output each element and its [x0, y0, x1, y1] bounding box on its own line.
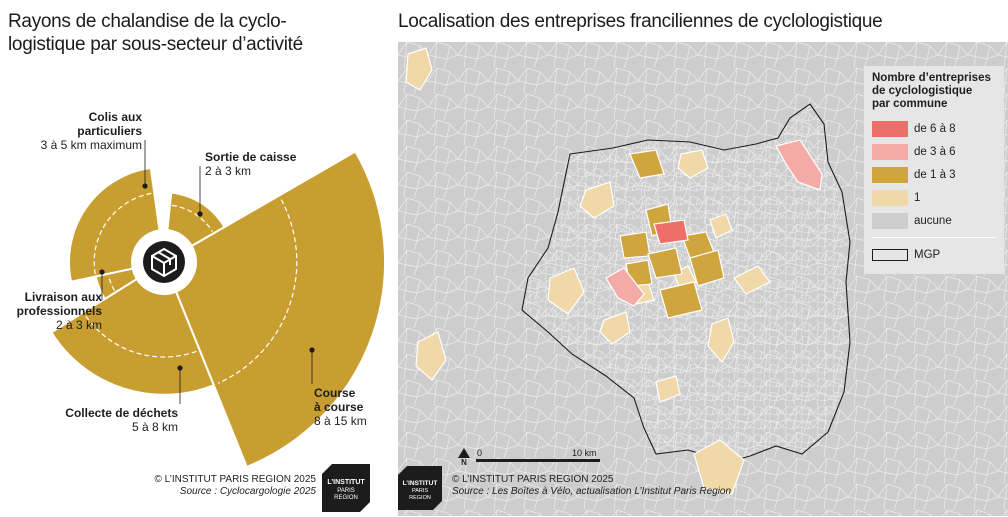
svg-text:REGION: REGION [409, 495, 431, 501]
commune-map [398, 42, 1008, 516]
segment-label-livraison-pros: Livraison aux professionnels 2 à 3 km [16, 290, 102, 332]
pointer-dot [142, 183, 148, 189]
svg-text:PARIS: PARIS [337, 488, 355, 494]
legend-item-1: 1 [872, 186, 996, 209]
map-credit: © L’INSTITUT PARIS REGION 2025 Source : … [452, 474, 732, 497]
mgp-boundary [521, 103, 851, 463]
left-credit: © L’INSTITUT PARIS REGION 2025 Source : … [154, 474, 317, 497]
segment-label-colis: Colis aux particuliers 3 à 5 km maximum [40, 110, 142, 152]
pointer-dot [99, 269, 105, 275]
segment-label-collecte-dechets: Collecte de déchets 5 à 8 km [65, 406, 178, 434]
min-range-arc [171, 204, 214, 233]
map-legend: Nombre d’entreprises de cyclologistique … [864, 66, 1004, 274]
communes-one-company [405, 47, 771, 495]
pointer-dot [309, 347, 315, 353]
legend-swatch [872, 143, 908, 160]
legend-divider [872, 237, 996, 238]
legend-item-6-8: de 6 à 8 [872, 117, 996, 140]
svg-text:REGION: REGION [334, 495, 358, 501]
diagram-wedges [50, 150, 386, 469]
institut-logo-map: L’INSTITUT PARIS REGION [398, 466, 442, 515]
min-range-arc [217, 199, 298, 384]
legend-swatch [872, 212, 908, 229]
legend-swatch [872, 248, 908, 261]
scale-bar: N 0 10 km [456, 448, 616, 471]
legend-item-1-3: de 1 à 3 [872, 163, 996, 186]
svg-text:0: 0 [477, 448, 482, 458]
pointer-dot [197, 211, 203, 217]
diagram-pointers [99, 140, 315, 404]
map-panel: Nombre d’entreprises de cyclologistique … [398, 42, 1008, 516]
catchment-radius-diagram [50, 140, 386, 469]
communes-6-to-8 [653, 219, 689, 245]
wedge-collecte-de-d-chets [50, 277, 216, 396]
svg-text:L’INSTITUT: L’INSTITUT [403, 480, 438, 487]
map-title: Localisation des entreprises francilienn… [398, 11, 883, 32]
pointer-dot [177, 365, 183, 371]
legend-item-none: aucune [872, 209, 996, 232]
north-arrow-icon: N [458, 448, 470, 467]
segment-label-sortie-caisse: Sortie de caisse 2 à 3 km [205, 150, 297, 178]
legend-swatch [872, 120, 908, 137]
legend-swatch [872, 166, 908, 183]
package-icon [143, 241, 185, 283]
institut-logo: L’INSTITUT PARIS REGION [322, 464, 370, 517]
svg-text:10 km: 10 km [572, 448, 597, 458]
svg-text:N: N [461, 458, 467, 466]
communes-3-to-6 [605, 139, 823, 307]
segment-label-course-a-course: Course à course 8 à 15 km [314, 386, 367, 428]
legend-item-3-6: de 3 à 6 [872, 140, 996, 163]
legend-title: Nombre d’entreprises de cyclologistique … [872, 72, 991, 110]
min-range-arc [107, 275, 115, 291]
communes-1-to-3 [619, 149, 725, 319]
svg-text:L’INSTITUT: L’INSTITUT [327, 479, 365, 486]
legend-item-mgp: MGP [872, 243, 996, 266]
svg-text:PARIS: PARIS [412, 488, 428, 494]
diagram-title: Rayons de chalandise de la cyclo- logist… [8, 11, 303, 55]
legend-swatch [872, 189, 908, 206]
